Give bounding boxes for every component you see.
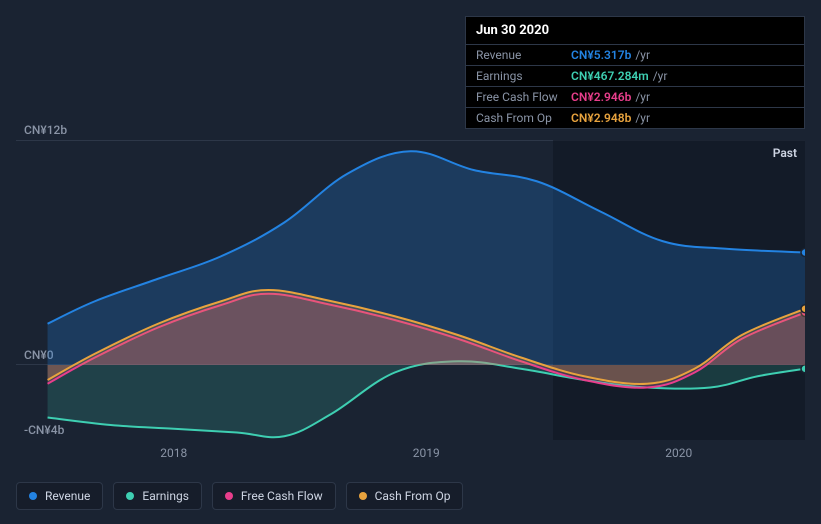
x-axis-tick-label: 2020 — [665, 446, 692, 460]
tooltip-value: CN¥2.948b — [571, 111, 631, 125]
end-marker-cfo — [801, 305, 805, 313]
tooltip-label: Cash From Op — [476, 111, 571, 125]
tooltip-panel: Jun 30 2020 Revenue CN¥5.317b /yr Earnin… — [465, 16, 805, 129]
legend-dot-icon — [225, 492, 233, 500]
end-marker-earnings — [801, 365, 805, 373]
tooltip-suffix: /yr — [635, 111, 650, 125]
tooltip-suffix: /yr — [653, 69, 668, 83]
tooltip-value: CN¥467.284m — [571, 69, 649, 83]
legend-label: Earnings — [142, 489, 189, 503]
tooltip-label: Free Cash Flow — [476, 90, 571, 104]
tooltip-row-revenue: Revenue CN¥5.317b /yr — [466, 45, 804, 66]
tooltip-label: Revenue — [476, 48, 571, 62]
financials-area-chart[interactable] — [16, 140, 805, 440]
tooltip-value: CN¥2.946b — [571, 90, 631, 104]
y-axis-tick-label: CN¥12b — [24, 123, 67, 137]
legend-label: Cash From Op — [375, 489, 451, 503]
x-axis-tick-label: 2018 — [160, 446, 187, 460]
legend-item-earnings[interactable]: Earnings — [113, 482, 202, 510]
tooltip-suffix: /yr — [635, 48, 650, 62]
legend: Revenue Earnings Free Cash Flow Cash Fro… — [16, 482, 463, 510]
tooltip-value: CN¥5.317b — [571, 48, 631, 62]
legend-label: Free Cash Flow — [241, 489, 323, 503]
tooltip-row-cfo: Cash From Op CN¥2.948b /yr — [466, 108, 804, 128]
legend-item-cfo[interactable]: Cash From Op — [346, 482, 464, 510]
x-axis-tick-label: 2019 — [413, 446, 440, 460]
legend-dot-icon — [29, 492, 37, 500]
legend-item-revenue[interactable]: Revenue — [16, 482, 103, 510]
end-marker-revenue — [801, 249, 805, 257]
tooltip-row-fcf: Free Cash Flow CN¥2.946b /yr — [466, 87, 804, 108]
tooltip-row-earnings: Earnings CN¥467.284m /yr — [466, 66, 804, 87]
legend-dot-icon — [126, 492, 134, 500]
legend-dot-icon — [359, 492, 367, 500]
legend-item-fcf[interactable]: Free Cash Flow — [212, 482, 336, 510]
tooltip-label: Earnings — [476, 69, 571, 83]
tooltip-suffix: /yr — [635, 90, 650, 104]
legend-label: Revenue — [45, 489, 90, 503]
tooltip-date: Jun 30 2020 — [466, 17, 804, 45]
